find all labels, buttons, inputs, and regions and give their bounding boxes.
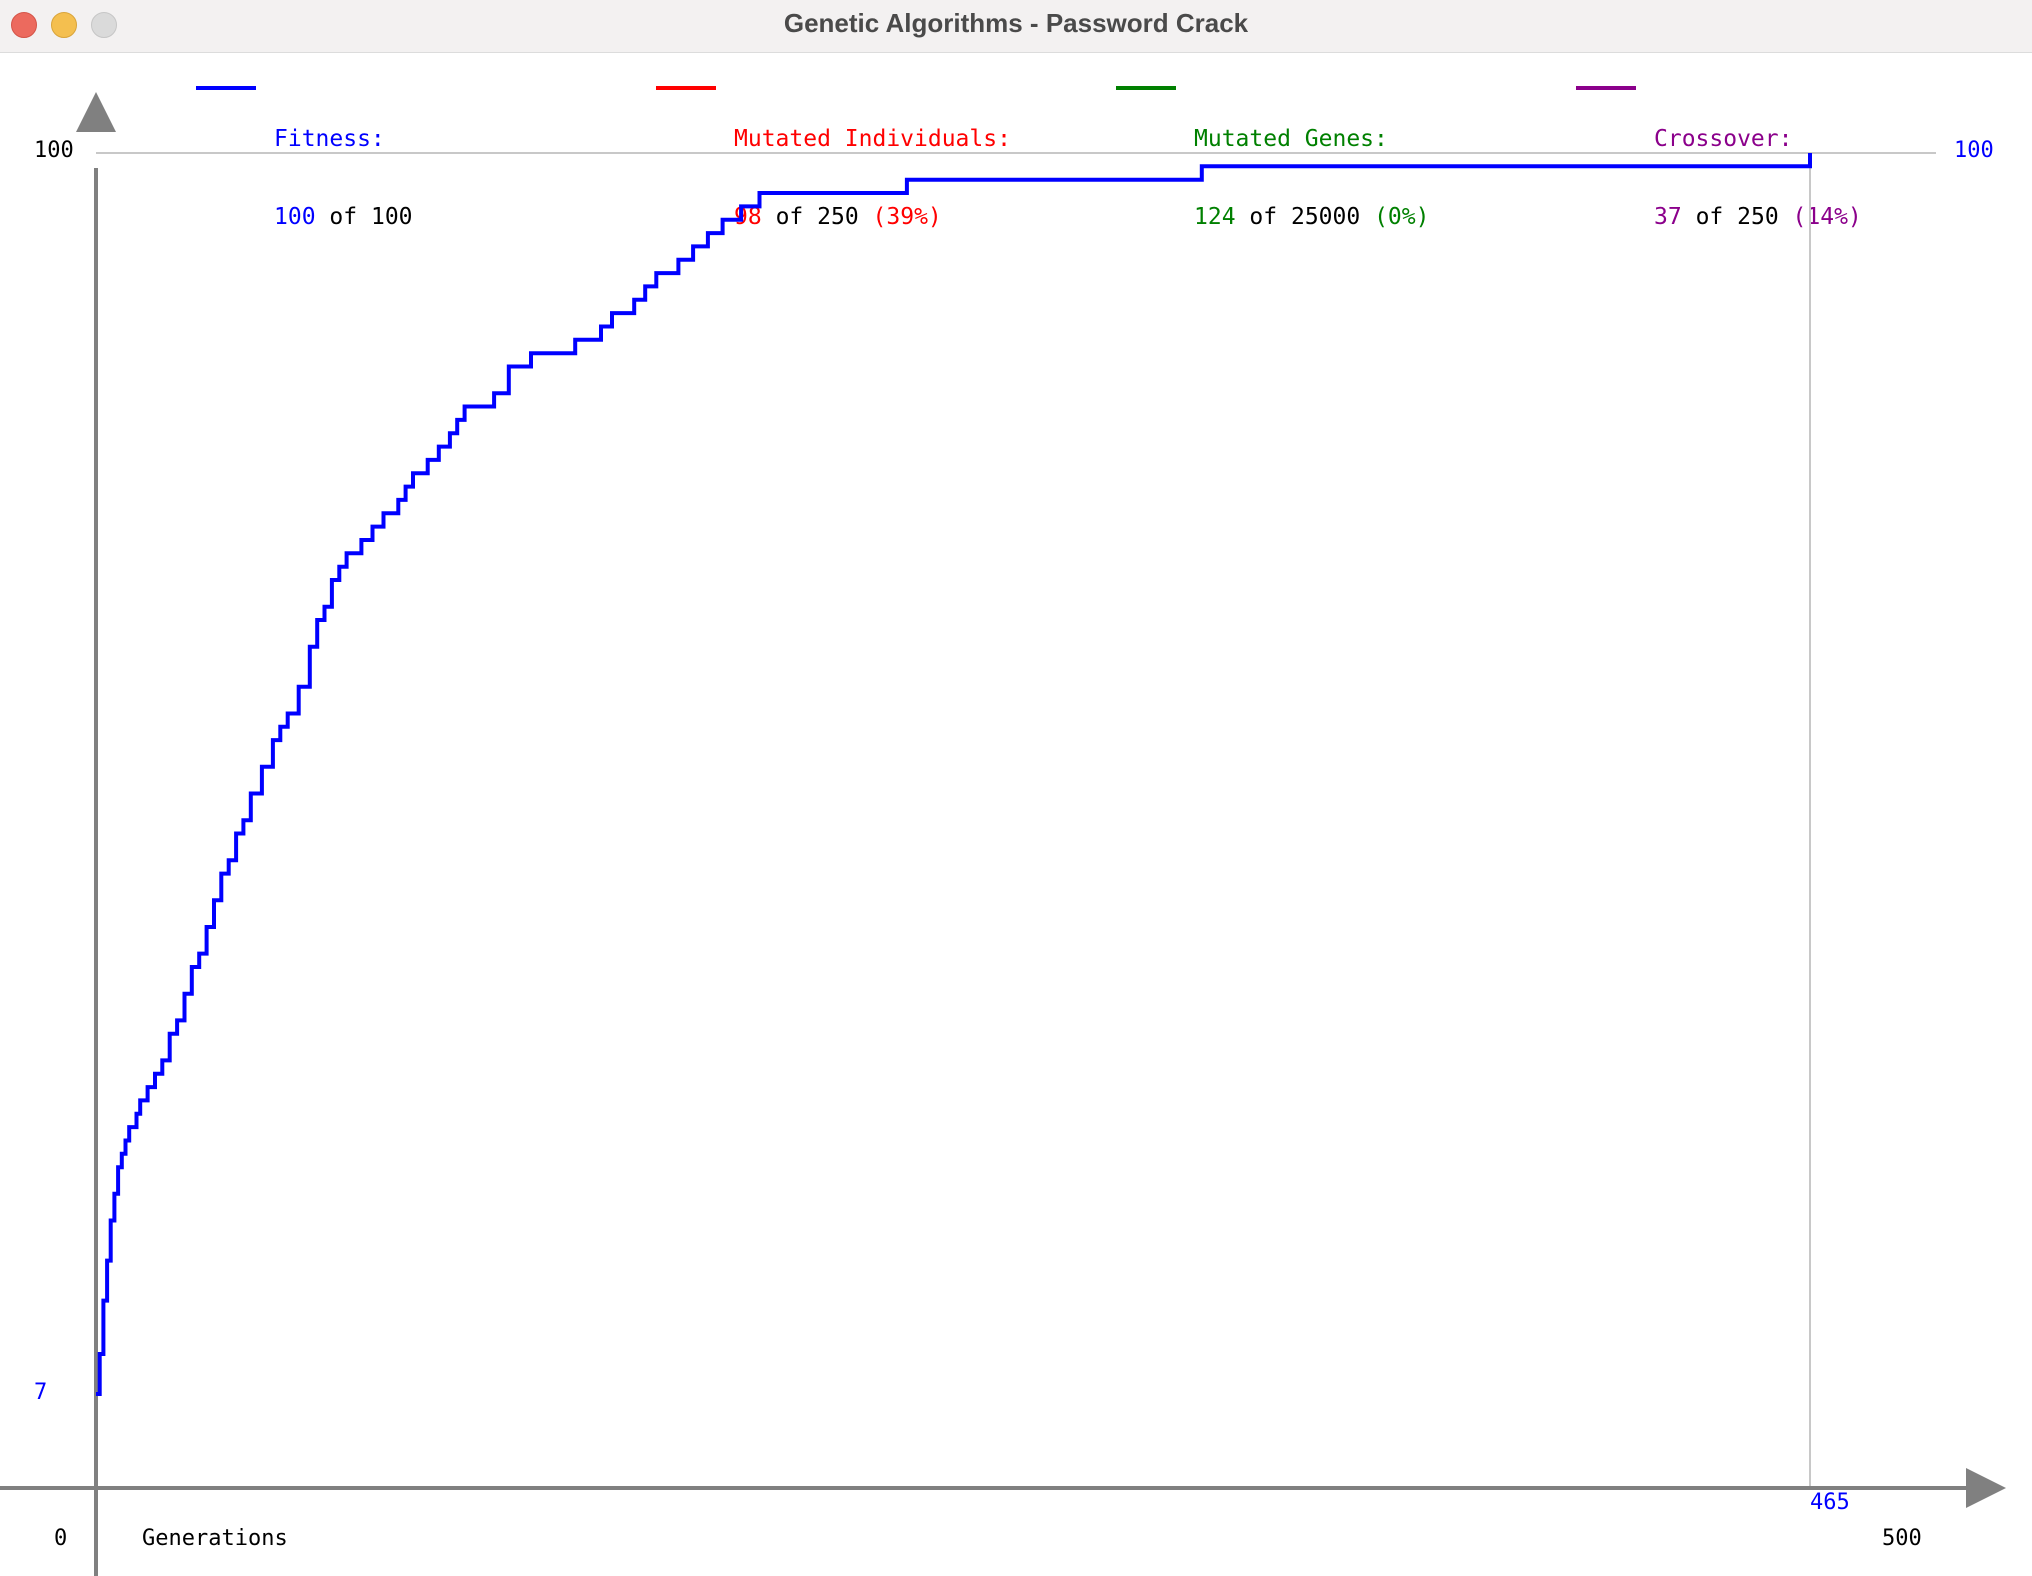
legend-mutated-genes-value: 124: [1194, 204, 1236, 230]
x-axis-title: Generations: [142, 1526, 288, 1551]
legend-mutated-genes-swatch: [1116, 86, 1176, 90]
y-max-right-label: 100: [1954, 138, 1994, 163]
legend-fitness-total: 100: [370, 204, 413, 230]
x-axis-arrow-icon: [1966, 1468, 2006, 1508]
x-origin-label: 0: [54, 1526, 68, 1551]
fitness-chart: [0, 92, 2006, 1576]
fitness-series-line: [96, 153, 1812, 1396]
y-axis-arrow-icon: [76, 92, 116, 132]
zoom-window-button[interactable]: [91, 12, 117, 38]
legend-crossover-total: 250: [1737, 204, 1779, 230]
window-titlebar: Genetic Algorithms - Password Crack: [0, 0, 2032, 53]
minimize-window-button[interactable]: [51, 12, 77, 38]
legend-fitness-value: 100: [274, 204, 316, 230]
window-title: Genetic Algorithms - Password Crack: [783, 8, 1249, 38]
legend-crossover-of: of: [1695, 204, 1724, 230]
legend-fitness-swatch: [196, 86, 256, 90]
legend-mutated-individuals-total: 250: [817, 204, 859, 230]
legend-crossover-value: 37: [1654, 204, 1682, 230]
legend-mutated-genes-pct: (0%): [1374, 204, 1430, 230]
legend-mutated-individuals-swatch: [656, 86, 716, 90]
x-max-label: 500: [1882, 1526, 1922, 1551]
legend-crossover-pct: (14%): [1792, 204, 1862, 230]
y-max-label: 100: [34, 138, 74, 163]
legend-crossover: Crossover: 37 of 250 (14%): [1576, 74, 1996, 230]
legend-fitness-of: of: [329, 204, 358, 230]
x-current-generation-label: 465: [1810, 1490, 1850, 1515]
legend-mutated-genes-of: of: [1249, 204, 1278, 230]
legend-mutated-genes: Mutated Genes: 124 of 25000 (0%): [1116, 74, 1536, 230]
legend-mutated-genes-label: Mutated Genes:: [1194, 126, 1388, 152]
legend-mutated-genes-total: 25000: [1290, 204, 1361, 230]
legend-mutated-individuals: Mutated Individuals: 98 of 250 (39%): [656, 74, 1076, 230]
legend-mutated-individuals-label: Mutated Individuals:: [734, 126, 1011, 152]
legend-crossover-swatch: [1576, 86, 1636, 90]
legend-mutated-individuals-pct: (39%): [872, 204, 942, 230]
y-min-label: 7: [34, 1380, 48, 1405]
legend-mutated-individuals-of: of: [775, 204, 804, 230]
legend-fitness-label: Fitness:: [274, 126, 385, 152]
legend-crossover-label: Crossover:: [1654, 126, 1793, 152]
legend-fitness: Fitness: 100 of 100: [196, 74, 616, 230]
close-window-button[interactable]: [11, 12, 37, 38]
